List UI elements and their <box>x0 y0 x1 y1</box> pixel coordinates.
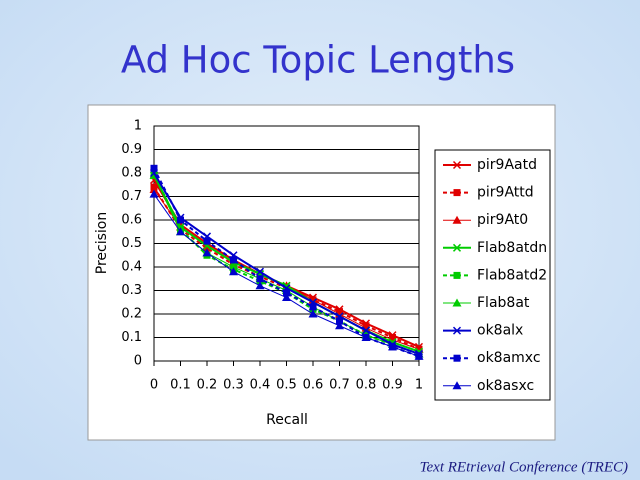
x-tick-label: 0.8 <box>356 378 377 393</box>
footer: Text REtrieval Conference (TREC) <box>420 459 628 475</box>
data-point <box>309 303 317 311</box>
data-point <box>336 317 343 325</box>
legend-marker <box>452 243 462 252</box>
data-point <box>282 293 291 302</box>
y-tick-label: 0.2 <box>121 307 142 322</box>
data-point <box>361 326 371 335</box>
data-point <box>177 216 184 224</box>
legend-marker <box>452 215 462 224</box>
x-tick-label: 0.5 <box>276 378 297 393</box>
x-axis-label: Recall <box>266 412 308 428</box>
data-point <box>203 237 211 245</box>
legend-label: Flab8atd2 <box>477 267 547 283</box>
y-tick-label: 1 <box>134 119 142 134</box>
data-point <box>229 267 238 276</box>
slide-title: Ad Hoc Topic Lengths <box>121 39 515 82</box>
x-tick-label: 1 <box>415 378 423 393</box>
legend-label: Flab8at <box>477 295 530 311</box>
legend-label: ok8alx <box>477 323 523 339</box>
data-point <box>414 351 424 360</box>
legend-marker <box>452 326 462 335</box>
data-point <box>388 342 397 351</box>
legend-label: pir9Attd <box>477 185 534 201</box>
data-point <box>202 248 212 257</box>
x-tick-label: 0.7 <box>329 378 350 393</box>
legend-marker <box>452 381 462 390</box>
data-point <box>149 189 159 198</box>
legend-marker <box>453 189 461 197</box>
legend-marker <box>453 271 461 279</box>
data-point <box>149 184 159 193</box>
data-point <box>361 333 371 341</box>
legend-marker <box>452 298 462 307</box>
x-tick-label: 0.4 <box>250 378 271 393</box>
data-point <box>283 289 290 297</box>
y-tick-label: 0.7 <box>121 189 142 204</box>
data-point <box>150 164 158 172</box>
y-tick-label: 0.6 <box>121 213 142 228</box>
legend-label: pir9At0 <box>477 212 528 228</box>
data-point <box>176 227 185 236</box>
data-point <box>230 256 237 264</box>
data-point <box>255 281 265 290</box>
y-tick-label: 0.1 <box>121 330 142 345</box>
data-point <box>282 281 291 290</box>
y-tick-label: 0 <box>134 354 142 369</box>
y-axis-label: Precision <box>94 212 110 274</box>
x-tick-label: 0 <box>150 378 158 393</box>
y-tick-label: 0.3 <box>121 283 142 298</box>
legend-label: pir9Aatd <box>477 157 537 173</box>
plot-border <box>153 125 420 362</box>
data-point <box>308 309 318 318</box>
legend-label: ok8asxc <box>477 378 534 394</box>
x-tick-label: 0.3 <box>223 378 244 393</box>
legend-label: ok8amxc <box>477 350 541 366</box>
data-point <box>255 267 265 276</box>
data-point <box>229 262 238 271</box>
x-tick-label: 0.9 <box>382 378 403 393</box>
legend-label: Flab8atdn <box>477 240 547 256</box>
y-tick-label: 0.4 <box>121 260 142 275</box>
y-tick-label: 0.8 <box>121 166 142 181</box>
x-tick-label: 0.2 <box>197 378 218 393</box>
x-tick-label: 0.6 <box>303 378 324 393</box>
data-point <box>256 275 264 283</box>
y-tick-label: 0.9 <box>121 142 142 157</box>
y-tick-label: 0.5 <box>121 236 142 251</box>
legend-marker <box>453 354 461 362</box>
series-line <box>153 172 420 355</box>
x-tick-label: 0.1 <box>170 378 191 393</box>
legend-marker <box>452 160 462 170</box>
data-point <box>335 321 344 330</box>
